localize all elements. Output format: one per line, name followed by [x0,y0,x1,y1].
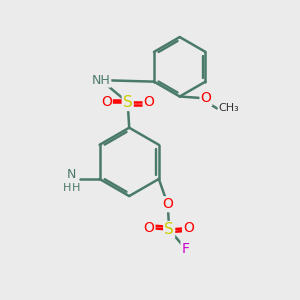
Text: NH: NH [92,74,110,87]
Text: S: S [123,95,133,110]
Text: F: F [182,242,190,256]
Text: O: O [200,91,211,105]
Text: H: H [72,183,80,193]
Text: N: N [66,168,76,181]
Text: S: S [164,222,174,237]
Text: O: O [183,221,194,235]
Text: O: O [101,95,112,110]
Text: O: O [144,95,154,110]
Text: O: O [162,197,173,211]
Text: H: H [63,183,71,193]
Text: CH₃: CH₃ [218,103,239,113]
Text: O: O [143,221,155,235]
